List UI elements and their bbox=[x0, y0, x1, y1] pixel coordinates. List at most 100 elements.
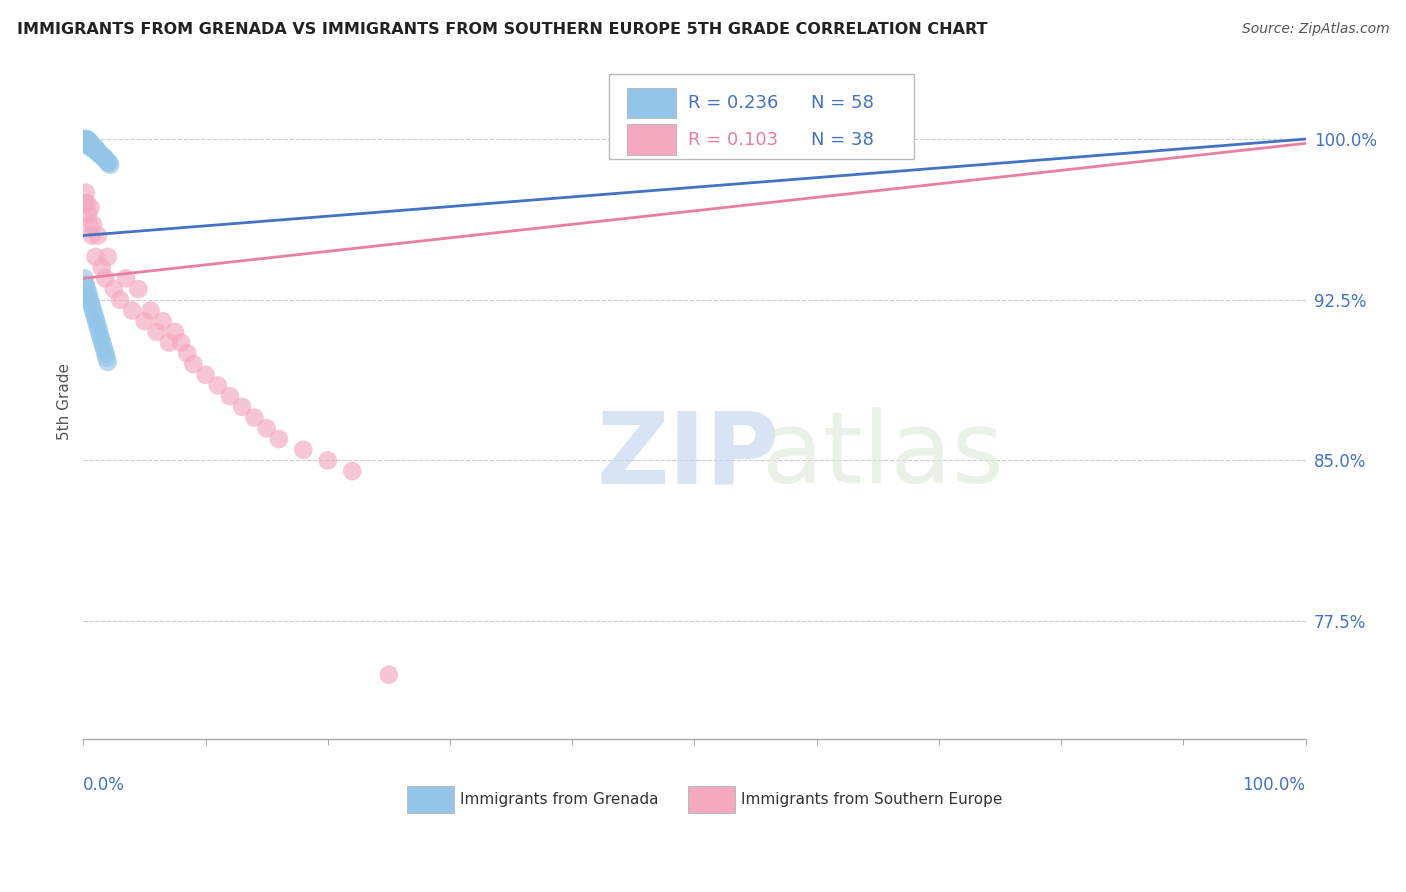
Point bbox=[79, 138, 101, 153]
Point bbox=[127, 282, 149, 296]
Point bbox=[94, 152, 117, 166]
Point bbox=[82, 138, 104, 153]
Text: R = 0.236: R = 0.236 bbox=[689, 95, 779, 112]
Point bbox=[89, 147, 111, 161]
Point bbox=[80, 140, 103, 154]
FancyBboxPatch shape bbox=[627, 88, 676, 119]
Point bbox=[76, 132, 98, 146]
Point bbox=[80, 299, 103, 313]
Point bbox=[267, 432, 290, 446]
Point bbox=[76, 136, 98, 151]
Point bbox=[79, 138, 101, 153]
Point bbox=[108, 293, 131, 307]
Point bbox=[82, 303, 104, 318]
Point bbox=[83, 140, 105, 154]
Point bbox=[134, 314, 156, 328]
Point bbox=[194, 368, 217, 382]
Point bbox=[340, 464, 363, 478]
Point bbox=[75, 186, 97, 200]
Point bbox=[97, 155, 120, 169]
Point bbox=[90, 260, 112, 275]
FancyBboxPatch shape bbox=[689, 786, 735, 814]
Text: N = 58: N = 58 bbox=[811, 95, 873, 112]
Point bbox=[91, 337, 114, 351]
Point bbox=[75, 136, 97, 151]
Text: ZIP: ZIP bbox=[596, 407, 779, 504]
Point bbox=[292, 442, 315, 457]
Point bbox=[75, 132, 97, 146]
Point bbox=[90, 334, 112, 348]
Text: 100.0%: 100.0% bbox=[1243, 776, 1306, 794]
Point bbox=[157, 335, 180, 350]
Point bbox=[79, 294, 101, 309]
Point bbox=[152, 314, 174, 328]
Point bbox=[76, 282, 98, 296]
Point bbox=[79, 134, 101, 148]
Point bbox=[73, 134, 96, 148]
Point bbox=[219, 389, 242, 403]
Text: IMMIGRANTS FROM GRENADA VS IMMIGRANTS FROM SOUTHERN EUROPE 5TH GRADE CORRELATION: IMMIGRANTS FROM GRENADA VS IMMIGRANTS FR… bbox=[17, 22, 987, 37]
Point bbox=[82, 140, 104, 154]
Point bbox=[90, 149, 112, 163]
Point bbox=[75, 277, 97, 292]
Point bbox=[79, 218, 101, 232]
Point bbox=[79, 136, 101, 151]
Point bbox=[73, 196, 96, 211]
Point bbox=[97, 155, 120, 169]
Text: Immigrants from Grenada: Immigrants from Grenada bbox=[460, 792, 658, 807]
Point bbox=[77, 136, 100, 151]
Point bbox=[97, 250, 120, 264]
Text: Immigrants from Southern Europe: Immigrants from Southern Europe bbox=[741, 792, 1002, 807]
Point bbox=[80, 228, 103, 243]
Point bbox=[83, 143, 105, 157]
Point bbox=[181, 357, 204, 371]
Point bbox=[79, 291, 101, 305]
Point bbox=[86, 143, 108, 157]
Point bbox=[73, 132, 96, 146]
Point bbox=[84, 312, 107, 326]
Text: N = 38: N = 38 bbox=[811, 130, 873, 149]
Point bbox=[145, 325, 167, 339]
Text: Source: ZipAtlas.com: Source: ZipAtlas.com bbox=[1241, 22, 1389, 37]
Point bbox=[87, 228, 110, 243]
Y-axis label: 5th Grade: 5th Grade bbox=[58, 363, 72, 440]
Point bbox=[96, 153, 118, 168]
Point bbox=[76, 196, 98, 211]
Point bbox=[84, 140, 107, 154]
Point bbox=[103, 282, 125, 296]
Point bbox=[163, 325, 186, 339]
Point bbox=[176, 346, 198, 360]
Point bbox=[91, 149, 114, 163]
Point bbox=[231, 400, 253, 414]
Point bbox=[77, 207, 100, 221]
Point bbox=[76, 134, 98, 148]
Point bbox=[77, 134, 100, 148]
Point bbox=[89, 325, 111, 339]
Point bbox=[73, 271, 96, 285]
Point bbox=[87, 145, 110, 159]
Point bbox=[75, 134, 97, 148]
Point bbox=[79, 136, 101, 151]
Point bbox=[121, 303, 143, 318]
Point bbox=[256, 421, 278, 435]
FancyBboxPatch shape bbox=[627, 125, 676, 155]
Point bbox=[86, 316, 108, 330]
Point bbox=[97, 355, 120, 369]
Point bbox=[84, 250, 107, 264]
Point bbox=[96, 351, 118, 365]
Point bbox=[94, 346, 117, 360]
Point bbox=[139, 303, 162, 318]
Point bbox=[82, 218, 104, 232]
Point bbox=[93, 152, 115, 166]
Point bbox=[86, 145, 108, 159]
Point bbox=[89, 329, 111, 343]
Point bbox=[79, 140, 101, 154]
Point bbox=[170, 335, 193, 350]
Point bbox=[378, 667, 401, 681]
Point bbox=[79, 201, 101, 215]
FancyBboxPatch shape bbox=[408, 786, 454, 814]
Text: atlas: atlas bbox=[762, 407, 1004, 504]
Text: R = 0.103: R = 0.103 bbox=[689, 130, 779, 149]
Point bbox=[94, 271, 117, 285]
Point bbox=[87, 320, 110, 334]
